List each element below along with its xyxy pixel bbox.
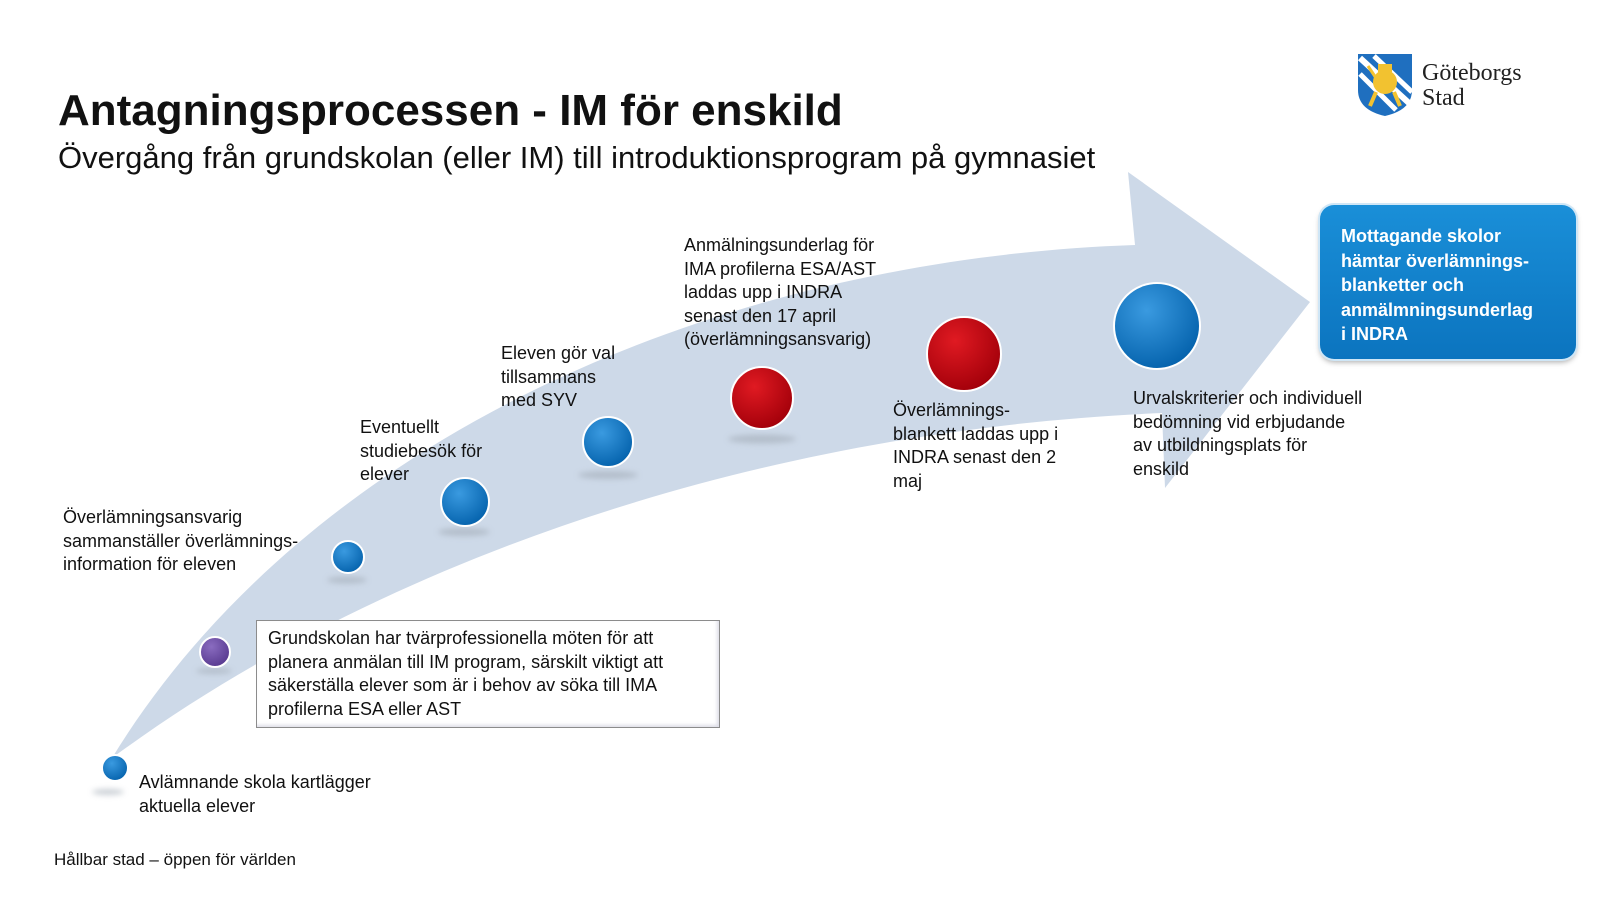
callout-line: säkerställa elever som är i behov av sök… bbox=[268, 675, 658, 695]
step-marker-7 bbox=[926, 316, 1002, 392]
step-label-line: (överlämningsansvarig) bbox=[684, 329, 872, 349]
page-subtitle: Övergång från grundskolan (eller IM) til… bbox=[58, 140, 1096, 175]
step-label-line: Avlämnande skola kartlägger bbox=[139, 772, 371, 792]
step-marker-3 bbox=[331, 540, 365, 574]
end-box-line: anmälmningsunderlag bbox=[1341, 299, 1534, 320]
step-label-1: Avlämnande skola kartlägger aktuella ele… bbox=[139, 771, 371, 818]
step-label-line: Urvalskriterier och individuell bbox=[1133, 388, 1363, 408]
step-label-line: INDRA senast den 2 bbox=[893, 447, 1057, 467]
step-label-line: studiebesök för bbox=[360, 440, 483, 461]
logo: Göteborgs Stad bbox=[1356, 52, 1556, 118]
callout-box: Grundskolan har tvärprofessionella möten… bbox=[256, 620, 720, 728]
process-arrow bbox=[112, 172, 1310, 758]
step-label-line: Eleven gör val bbox=[501, 343, 616, 363]
goteborg-coat-of-arms-icon bbox=[1357, 54, 1414, 116]
step-label-line: med SYV bbox=[501, 390, 578, 410]
step-label-line: senast den 17 april bbox=[684, 305, 837, 326]
end-box-line: hämtar överlämnings- bbox=[1341, 250, 1530, 271]
step-label-line: laddas upp i INDRA bbox=[684, 282, 843, 302]
step-label-line: sammanställer överlämnings- bbox=[63, 530, 299, 551]
end-box: Mottagande skolor hämtar överlämnings- b… bbox=[1320, 205, 1576, 359]
step-label-line: information för eleven bbox=[63, 554, 237, 574]
footer-text: Hållbar stad – öppen för världen bbox=[54, 850, 296, 869]
page-title: Antagningsprocessen - IM för enskild bbox=[58, 86, 843, 135]
step-label-line: elever bbox=[360, 464, 410, 484]
step-shadows bbox=[92, 434, 796, 795]
end-box-line: Mottagande skolor bbox=[1341, 226, 1502, 246]
step-label-line: IMA profilerna ESA/AST bbox=[684, 258, 877, 279]
end-box-line: i INDRA bbox=[1341, 324, 1408, 344]
step-label-7: Överlämnings- blankett laddas upp i INDR… bbox=[893, 399, 1058, 493]
step-label-line: blankett laddas upp i bbox=[893, 423, 1059, 444]
step-label-line: enskild bbox=[1133, 458, 1190, 479]
callout-line: planera anmälan till IM program, särskil… bbox=[268, 651, 664, 672]
step-label-line: Överlämningsansvarig bbox=[63, 507, 243, 527]
step-label-6: Anmälningsunderlag för IMA profilerna ES… bbox=[684, 234, 876, 352]
step-label-line: Anmälningsunderlag för bbox=[684, 235, 875, 255]
step-marker-1 bbox=[101, 754, 129, 782]
logo-text-line2: Stad bbox=[1422, 85, 1465, 111]
step-label-line: av utbildningsplats för bbox=[1133, 435, 1308, 455]
step-markers bbox=[101, 282, 1201, 782]
step-marker-4 bbox=[440, 477, 490, 527]
step-label-line: bedömning vid erbjudande bbox=[1133, 411, 1346, 432]
step-label-8: Urvalskriterier och individuell bedömnin… bbox=[1133, 387, 1362, 481]
step-label-3: Överlämningsansvarig sammanställer överl… bbox=[63, 506, 298, 577]
step-label-line: Eventuellt bbox=[360, 417, 440, 437]
callout-line: profilerna ESA eller AST bbox=[268, 698, 462, 719]
step-label-line: maj bbox=[893, 470, 923, 491]
step-label-line: Överlämnings- bbox=[893, 400, 1011, 420]
step-label-line: aktuella elever bbox=[139, 795, 256, 816]
step-label-line: tillsammans bbox=[501, 366, 597, 387]
step-marker-8 bbox=[1113, 282, 1201, 370]
step-marker-6 bbox=[730, 366, 794, 430]
callout-line: Grundskolan har tvärprofessionella möten… bbox=[268, 628, 654, 648]
step-marker-5 bbox=[582, 416, 634, 468]
end-box-line: blanketter och bbox=[1341, 275, 1465, 295]
logo-text-line1: Göteborgs bbox=[1422, 60, 1522, 86]
step-marker-2 bbox=[199, 636, 231, 668]
step-label-4: Eventuellt studiebesök för elever bbox=[360, 416, 482, 487]
step-label-5: Eleven gör val tillsammans med SYV bbox=[501, 342, 615, 413]
